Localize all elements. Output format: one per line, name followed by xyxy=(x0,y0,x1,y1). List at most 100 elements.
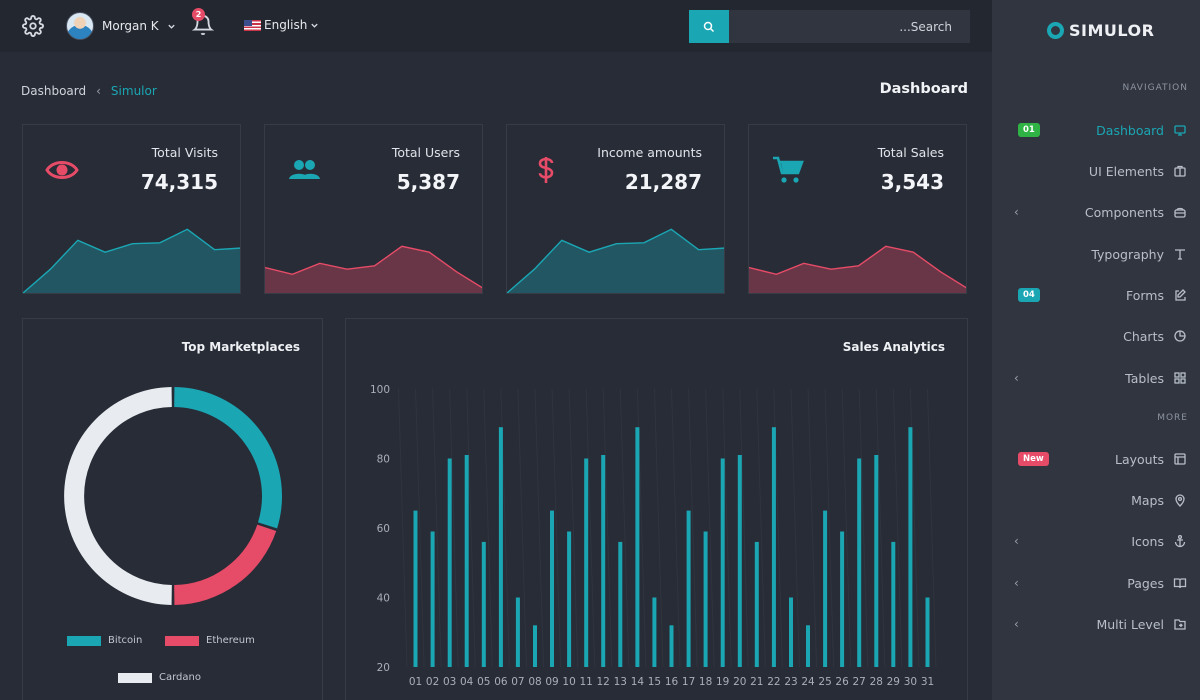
bar-19[interactable] xyxy=(720,458,725,668)
sidebar-item-label: Multi Level xyxy=(1096,617,1164,632)
x-tick-label: 26 xyxy=(835,676,849,688)
search-button[interactable] xyxy=(689,10,729,43)
breadcrumb-current[interactable]: Simulor xyxy=(110,84,157,98)
bar-31[interactable] xyxy=(925,597,930,668)
bar-05[interactable] xyxy=(481,541,486,667)
x-tick-label: 21 xyxy=(750,676,763,688)
sidebar-item-layouts[interactable]: New Layouts xyxy=(992,444,1200,474)
sidebar-item-tables[interactable]: ‹ Tables xyxy=(992,363,1200,393)
sidebar-item-label: Tables xyxy=(1125,371,1164,386)
user-menu[interactable]: Morgan K xyxy=(66,12,176,40)
bar-26[interactable] xyxy=(840,531,845,668)
sparkline-area xyxy=(749,246,966,293)
grid-line xyxy=(756,388,766,668)
bar-10[interactable] xyxy=(567,531,572,668)
sidebar-item-pages[interactable]: ‹ Pages xyxy=(992,568,1200,598)
grid-line xyxy=(892,388,903,668)
breadcrumb-root[interactable]: Dashboard xyxy=(21,84,87,98)
grid-line xyxy=(483,388,493,668)
stat-card-total-users: Total Users 5,387 xyxy=(264,124,483,294)
bar-01[interactable] xyxy=(413,510,418,667)
logo-icon xyxy=(1047,22,1064,39)
bar-18[interactable] xyxy=(703,531,708,668)
x-tick-label: 06 xyxy=(494,676,508,688)
cart-icon xyxy=(773,156,804,183)
donut-slice-cardano[interactable] xyxy=(64,387,172,605)
sidebar-item-ui-elements[interactable]: UI Elements xyxy=(992,156,1200,186)
bar-13[interactable] xyxy=(618,541,623,667)
donut-slice-ethereum[interactable] xyxy=(173,524,277,605)
bar-17[interactable] xyxy=(686,510,691,667)
x-tick-label: 12 xyxy=(597,676,610,688)
bar-20[interactable] xyxy=(737,455,742,667)
grid-line xyxy=(926,388,937,668)
x-tick-label: 17 xyxy=(682,676,695,688)
chevron-left-icon: ‹ xyxy=(1014,205,1019,219)
sidebar-item-label: Charts xyxy=(1123,329,1164,344)
sidebar-item-label: Components xyxy=(1084,205,1164,220)
x-tick-label: 27 xyxy=(853,676,866,688)
grid-line xyxy=(790,388,800,668)
bar-12[interactable] xyxy=(601,455,606,667)
search-input[interactable] xyxy=(729,10,970,43)
sidebar-item-label: Typography xyxy=(1091,247,1164,262)
sidebar-item-dashboard[interactable]: 01 Dashboard xyxy=(992,115,1200,145)
bar-09[interactable] xyxy=(550,510,554,667)
bar-22[interactable] xyxy=(771,427,776,667)
bar-25[interactable] xyxy=(823,510,828,667)
y-tick-label: 100 xyxy=(370,384,390,396)
user-name: Morgan K xyxy=(102,19,159,33)
bar-29[interactable] xyxy=(891,541,896,667)
bar-02[interactable] xyxy=(430,531,435,668)
bar-23[interactable] xyxy=(789,597,793,668)
bar-04[interactable] xyxy=(464,455,469,667)
donut-slice-bitcoin[interactable] xyxy=(173,387,282,529)
page-title: Dashboard xyxy=(879,81,968,97)
language-selector[interactable]: English xyxy=(244,18,319,32)
chevron-down-icon xyxy=(168,24,175,29)
bar-16[interactable] xyxy=(669,625,674,667)
bar-14[interactable] xyxy=(635,427,640,667)
sidebar-item-icons[interactable]: ‹ Icons xyxy=(992,526,1200,556)
x-tick-label: 13 xyxy=(614,676,627,688)
bar-24[interactable] xyxy=(806,625,810,667)
grid-line xyxy=(619,388,630,668)
grid-line xyxy=(534,388,545,668)
legend-swatch xyxy=(118,672,152,683)
stat-label: Income amounts xyxy=(597,145,702,160)
sidebar-item-forms[interactable]: 04 Forms xyxy=(992,280,1200,310)
x-tick-label: 08 xyxy=(528,676,541,688)
sidebar-item-components[interactable]: ‹ Components xyxy=(992,197,1200,227)
legend-label: Bitcoin xyxy=(108,635,143,646)
legend-label: Cardano xyxy=(159,672,201,683)
sparkline-chart xyxy=(507,228,724,293)
bar-08[interactable] xyxy=(533,625,537,667)
sparkline-chart xyxy=(23,228,240,293)
bar-06[interactable] xyxy=(498,427,503,667)
sidebar-item-typography[interactable]: Typography xyxy=(992,239,1200,269)
sales-analytics-panel: Sales Analytics 100 80 60 40 20 01 02 03 04 05 06 0… xyxy=(345,318,968,700)
chevron-down-icon xyxy=(311,23,319,28)
logo[interactable]: SIMULOR xyxy=(1047,21,1154,40)
sidebar-item-multi-level[interactable]: ‹ Multi Level xyxy=(992,609,1200,639)
bar-28[interactable] xyxy=(874,455,879,667)
bar-30[interactable] xyxy=(908,427,913,667)
bar-07[interactable] xyxy=(515,597,520,668)
bar-27[interactable] xyxy=(857,458,862,668)
bar-03[interactable] xyxy=(447,458,452,668)
bar-11[interactable] xyxy=(584,458,589,668)
sidebar-item-maps[interactable]: Maps xyxy=(992,485,1200,515)
bar-21[interactable] xyxy=(754,541,759,667)
bar-15[interactable] xyxy=(652,597,657,668)
stat-value: 74,315 xyxy=(140,170,218,194)
sidebar-item-charts[interactable]: Charts xyxy=(992,321,1200,351)
book-icon xyxy=(1173,578,1187,589)
language-label: English xyxy=(264,18,308,32)
edit-icon xyxy=(1175,289,1186,301)
search-icon xyxy=(703,21,715,32)
nav-badge: 04 xyxy=(1018,288,1040,302)
x-tick-label: 09 xyxy=(545,676,558,688)
nav-heading: NAVIGATION xyxy=(1122,83,1188,93)
nav-badge: New xyxy=(1018,452,1049,466)
gear-icon[interactable] xyxy=(22,15,44,37)
